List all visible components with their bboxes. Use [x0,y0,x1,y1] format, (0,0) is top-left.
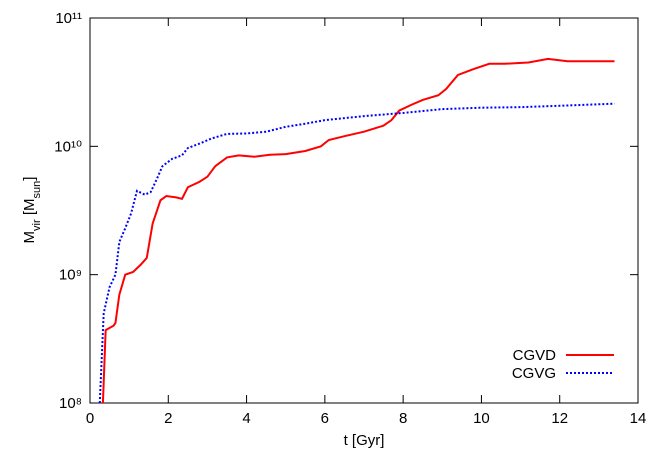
x-tick-label: 12 [551,410,568,427]
x-tick-label: 0 [86,410,94,427]
x-tick-label: 14 [630,410,647,427]
y-axis-label-part: sun [31,181,43,199]
x-tick-label: 6 [321,410,329,427]
series-line [101,57,615,403]
x-tick-label: 4 [242,410,250,427]
legend-label: CGVG [512,365,556,382]
y-axis-label-part: vir [31,219,43,231]
plot-frame [89,17,639,404]
y-axis-label: Mvir [Msun] [21,177,43,244]
x-axis-label: t [Gyr] [344,432,385,449]
y-tick-label: 10¹⁰ [54,138,82,155]
x-tick-label: 10 [473,410,490,427]
y-axis-label-part: M [21,231,38,244]
y-tick-label: 10⁹ [59,267,82,284]
y-tick-label: 10¹¹ [55,10,82,27]
x-tick-label: 8 [399,410,407,427]
legend-label: CGVD [513,347,557,364]
y-tick-label: 10⁸ [59,395,82,412]
y-axis-label-part: ] [21,177,38,181]
y-axis-label-part: [M [21,198,38,219]
x-tick-label: 2 [164,410,172,427]
